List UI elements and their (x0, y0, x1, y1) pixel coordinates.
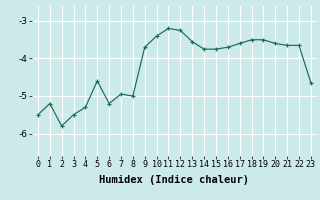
X-axis label: Humidex (Indice chaleur): Humidex (Indice chaleur) (100, 175, 249, 185)
